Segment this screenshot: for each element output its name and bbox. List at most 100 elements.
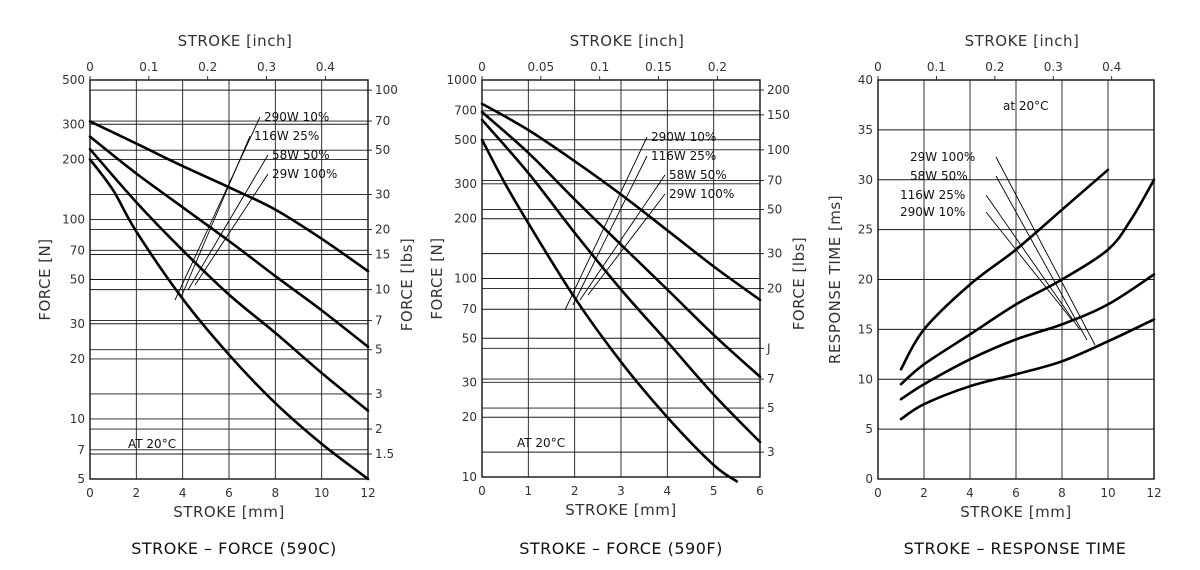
series-line [88,147,370,412]
x-tick-label: 6 [225,486,233,500]
top-axis-title: STROKE [inch] [965,32,1080,50]
x-tick-label: 4 [664,484,672,498]
y-tick-label: 50 [70,273,85,287]
y-tick-label: 7 [77,443,85,457]
right-axis-title: FORCE [lbs] [398,238,416,332]
right-tick-label: 70 [375,114,390,128]
y-tick-label: 500 [62,73,85,87]
series-line [480,102,762,302]
y-tick-label: 300 [454,177,477,191]
series-line [88,120,370,273]
x-tick-label: 6 [756,484,764,498]
y-tick-label: 100 [454,272,477,286]
right-tick-label: 20 [767,282,782,296]
right-tick-label: 7 [767,372,775,386]
right-tick-label: 7 [375,314,383,328]
series-label: 116W 25% [254,129,319,143]
right-tick-label: 2 [375,422,383,436]
right-tick-label: 150 [767,108,790,122]
top-tick-label: 0.15 [645,60,672,74]
series-label: 58W 50% [910,169,968,183]
y-tick-label: 10 [70,412,85,426]
series-label: 290W 10% [264,110,329,124]
y-tick-label: 40 [858,73,873,87]
series-label: 116W 25% [900,188,965,202]
top-tick-label: 0.3 [257,60,276,74]
y-axis-title: FORCE [N] [36,238,54,320]
top-tick-label: 0.1 [590,60,609,74]
x-tick-label: 0 [478,484,486,498]
y-tick-label: 500 [454,133,477,147]
x-axis-title: STROKE [mm] [960,503,1071,521]
series-leader [194,173,269,286]
top-tick-label: 0 [478,60,486,74]
right-tick-label: 50 [375,143,390,157]
right-tick-label: J [766,341,771,355]
y-tick-label: 15 [858,322,873,336]
y-tick-label: 20 [462,410,477,424]
right-tick-label: 100 [375,83,398,97]
plot-frame [481,79,761,478]
right-tick-label: 70 [767,174,782,188]
top-axis-title: STROKE [inch] [178,32,293,50]
right-tick-label: 15 [375,248,390,262]
x-tick-label: 4 [179,486,187,500]
y-tick-label: 20 [858,273,873,287]
top-axis-title: STROKE [inch] [570,32,685,50]
x-tick-label: 0 [874,486,882,500]
x-tick-label: 5 [710,484,718,498]
y-tick-label: 70 [462,302,477,316]
y-tick-label: 0 [865,472,873,486]
series-line [88,158,370,481]
right-tick-label: 50 [767,203,782,217]
y-tick-label: 70 [70,243,85,257]
series-leader [587,193,666,296]
series-line [899,168,1110,371]
right-tick-label: 30 [375,187,390,201]
y-tick-label: 20 [70,352,85,366]
chart-title: STROKE – FORCE (590F) [519,539,723,558]
series-leader [985,194,1081,331]
right-tick-label: 3 [767,445,775,459]
right-tick-label: 10 [375,283,390,297]
series-leader [985,211,1073,321]
series-label: 58W 50% [669,168,727,182]
right-tick-label: 3 [375,387,383,401]
plot-frame [877,79,1155,480]
right-tick-label: 5 [767,401,775,415]
y-tick-label: 10 [462,470,477,484]
x-tick-label: 2 [133,486,141,500]
series-leader [174,116,261,301]
y-tick-label: 5 [865,422,873,436]
top-tick-label: 0.1 [139,60,158,74]
annotation: AT 20°C [517,436,565,450]
y-tick-label: 1000 [446,73,477,87]
top-tick-label: 0 [874,60,882,74]
series-leader [995,175,1088,341]
y-axis-title: FORCE [N] [428,237,446,319]
series-line [480,118,762,444]
chart-title: STROKE – RESPONSE TIME [904,539,1127,558]
x-tick-label: 6 [1012,486,1020,500]
top-tick-label: 0.1 [927,60,946,74]
y-tick-label: 25 [858,223,873,237]
series-line [480,110,762,378]
x-tick-label: 3 [617,484,625,498]
x-tick-label: 8 [272,486,280,500]
plot-frame [89,79,369,480]
series-label: 116W 25% [651,149,716,163]
right-tick-label: 5 [375,343,383,357]
annotation: AT 20°C [128,437,176,451]
series-label: 29W 100% [272,167,337,181]
series-line [480,138,739,483]
top-tick-label: 0.4 [316,60,335,74]
y-tick-label: 50 [462,331,477,345]
y-tick-label: 300 [62,117,85,131]
y-tick-label: 200 [62,152,85,166]
y-tick-label: 5 [77,472,85,486]
series-leader [995,156,1096,346]
chart-title: STROKE – FORCE (590C) [131,539,337,558]
